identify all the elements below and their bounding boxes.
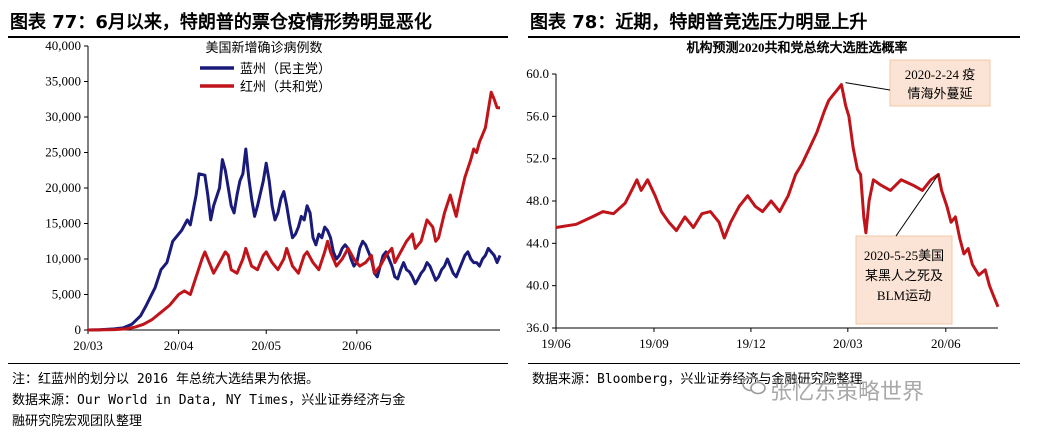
legend-label-2: 红州（共和党） <box>240 79 331 94</box>
callout-pointer-1 <box>845 82 891 91</box>
series-line-2 <box>87 90 500 332</box>
right-figure-panel: 图表 78：近期，特朗普竞选压力明显上升 机构预测2020共和党总统大选胜选概率… <box>520 0 1020 435</box>
callout-text-2-3: BLM运动 <box>877 288 931 303</box>
chart-title: 机构预测2020共和党总统大选胜选概率 <box>686 40 907 55</box>
callout-box-1 <box>889 59 991 107</box>
x-tick-label: 20/06 <box>342 338 372 353</box>
y-tick-label: 48.0 <box>526 193 549 208</box>
y-tick-label: 40,000 <box>45 38 81 53</box>
left-note-2: 数据来源：Our World in Data, NY Times，兴业证券经济与… <box>12 393 406 408</box>
y-tick-label: 0 <box>75 322 82 337</box>
x-tick-label: 20/03 <box>833 336 863 351</box>
left-title-rule <box>8 36 508 38</box>
legend-label-1: 蓝州（民主党） <box>240 61 331 76</box>
right-figure-title: 图表 78：近期，特朗普竞选压力明显上升 <box>530 12 868 33</box>
y-tick-label: 44.0 <box>526 235 549 250</box>
y-tick-label: 60.0 <box>526 66 549 81</box>
wechat-icon <box>742 376 766 395</box>
right-note-1: 数据来源：Bloomberg，兴业证券经济与金融研究院整理 <box>532 372 863 387</box>
series-line-1 <box>555 83 1000 308</box>
x-tick-label: 20/03 <box>73 338 103 353</box>
y-tick-label: 5,000 <box>52 287 81 302</box>
y-tick-label: 20,000 <box>45 180 81 195</box>
x-tick-label: 20/04 <box>164 338 194 353</box>
watermark: 张忆东策略世界 <box>770 380 925 405</box>
y-tick-label: 15,000 <box>45 216 81 231</box>
right-title-rule <box>528 36 1020 38</box>
y-tick-label: 25,000 <box>45 145 81 160</box>
y-tick-label: 52.0 <box>526 151 549 166</box>
y-tick-label: 40.0 <box>526 278 549 293</box>
y-tick-label: 56.0 <box>526 108 549 123</box>
x-tick-label: 19/12 <box>736 336 766 351</box>
callout-box-2 <box>855 235 953 325</box>
left-chart: 美国新增确诊病例数 0 5,000 10,000 15,000 20,000 25,000 3… <box>45 38 502 353</box>
x-tick-label: 19/09 <box>639 336 669 351</box>
y-tick-label: 36.0 <box>526 320 549 335</box>
callout-text-2-2: 某黑人之死及 <box>865 268 943 283</box>
right-chart: 机构预测2020共和党总统大选胜选概率 36.0 40.0 44.0 48.0 52.0 5… <box>526 40 1000 351</box>
x-tick-label: 19/06 <box>541 336 571 351</box>
left-bottom-rule <box>8 363 508 364</box>
y-tick-label: 10,000 <box>45 251 81 266</box>
callout-text-1a: 2020-2-24 疫 <box>905 67 975 82</box>
callout-text-1b: 情海外蔓延 <box>907 86 972 101</box>
callout-pointer-2 <box>895 174 939 237</box>
left-note-3: 融研究院宏观团队整理 <box>12 414 143 429</box>
right-bottom-rule <box>528 363 1020 364</box>
left-figure-title: 图表 77：6月以来，特朗普的票仓疫情形势明显恶化 <box>10 12 432 33</box>
y-tick-label: 35,000 <box>45 74 81 89</box>
callout-text-2-1: 2020-5-25美国 <box>864 248 944 263</box>
x-tick-label: 20/05 <box>251 338 281 353</box>
series-line-1 <box>87 147 502 332</box>
x-tick-label: 20/06 <box>931 336 961 351</box>
left-note-1: 注：红蓝州的划分以 2016 年总统大选结果为依据。 <box>12 372 319 387</box>
y-tick-label: 30,000 <box>45 109 81 124</box>
left-figure-panel: 图表 77：6月以来，特朗普的票仓疫情形势明显恶化 美国新增确诊病例数 0 5,00… <box>0 0 508 435</box>
chart-title: 美国新增确诊病例数 <box>205 40 322 55</box>
